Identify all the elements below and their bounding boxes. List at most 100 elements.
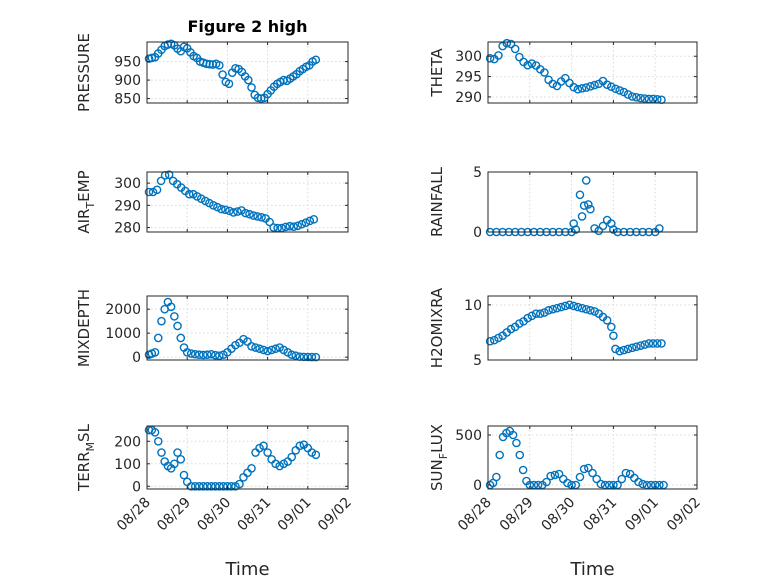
data-point xyxy=(495,450,505,460)
data-point xyxy=(157,448,166,457)
data-point xyxy=(209,201,218,210)
y-tick-label: 850 xyxy=(114,92,141,108)
data-point xyxy=(244,75,253,85)
data-point xyxy=(515,319,524,328)
y-tick-label: 300 xyxy=(114,176,141,192)
data-point xyxy=(523,313,533,323)
data-point xyxy=(152,185,162,195)
data-point xyxy=(506,324,516,334)
data-point xyxy=(202,59,211,69)
y-tick-label: 300 xyxy=(455,49,482,65)
data-point xyxy=(293,221,303,231)
x-tick-label: 08/31 xyxy=(580,495,620,535)
data-point xyxy=(311,352,321,362)
data-point xyxy=(233,207,242,216)
data-point xyxy=(221,205,230,215)
data-point xyxy=(561,73,570,83)
data-point xyxy=(594,226,604,236)
x-tick-label: 09/01 xyxy=(275,495,315,535)
data-point xyxy=(627,343,637,353)
data-point xyxy=(609,331,618,341)
data-point xyxy=(607,322,616,332)
y-tick-label: 900 xyxy=(114,73,141,89)
data-point xyxy=(207,481,216,491)
data-point xyxy=(202,481,212,491)
data-point xyxy=(213,202,222,212)
x-tick-label: 08/31 xyxy=(235,495,275,535)
data-point xyxy=(619,345,629,355)
data-point xyxy=(164,170,174,179)
data-point xyxy=(561,301,570,311)
data-point xyxy=(153,333,163,343)
data-point xyxy=(247,342,256,351)
data-point xyxy=(571,225,581,234)
data-point xyxy=(223,481,232,491)
axes-box xyxy=(146,425,349,490)
data-point xyxy=(281,222,290,232)
data-point xyxy=(577,303,587,313)
data-point xyxy=(569,301,578,311)
data-point xyxy=(554,469,564,479)
data-point xyxy=(540,308,549,317)
data-point xyxy=(291,445,301,455)
data-point xyxy=(563,478,572,488)
data-point xyxy=(630,473,639,483)
data-point xyxy=(623,344,633,354)
data-point xyxy=(173,321,182,331)
data-point xyxy=(170,459,179,469)
data-point xyxy=(596,479,606,489)
y-axis-label: TERRMSL xyxy=(75,423,97,492)
data-point xyxy=(550,470,560,480)
axes-box xyxy=(146,295,349,361)
data-point xyxy=(518,465,528,475)
y-axis-label: MIXDEPTH xyxy=(75,289,93,367)
data-point xyxy=(485,53,495,63)
data-point xyxy=(176,333,186,343)
data-point xyxy=(611,84,620,94)
panel-h2omixra: 5 10 H2OMIXRA xyxy=(428,287,698,369)
data-point xyxy=(615,346,624,356)
data-point xyxy=(619,87,629,97)
data-point xyxy=(205,59,215,69)
data-point xyxy=(590,307,599,316)
data-point xyxy=(609,225,618,234)
data-point xyxy=(581,304,591,314)
data-point xyxy=(247,463,256,473)
grid xyxy=(488,296,697,361)
data-point xyxy=(546,471,556,481)
x-tick-label: 09/02 xyxy=(664,495,704,535)
data-point xyxy=(255,344,264,354)
x-tick-label: 09/01 xyxy=(622,495,662,535)
data-point xyxy=(542,477,551,487)
data-point xyxy=(301,218,311,227)
data-point xyxy=(527,311,537,321)
grid xyxy=(147,42,348,103)
data-point xyxy=(652,339,662,348)
data-point xyxy=(184,189,194,199)
data-point xyxy=(194,350,204,360)
panel-rainfall: 0 5 RAINFALL xyxy=(428,165,698,241)
panel-theta: 290 295 300 THETA xyxy=(428,38,698,106)
data-point xyxy=(569,82,578,92)
data-point xyxy=(166,302,176,312)
y-tick-label: 200 xyxy=(114,434,141,450)
data-point xyxy=(271,344,280,354)
x-tick-label: 08/30 xyxy=(539,495,579,535)
y-tick-label: 295 xyxy=(455,70,482,86)
data-point xyxy=(251,343,260,352)
data-point xyxy=(194,481,204,491)
y-axis-label: AIRTEMP xyxy=(75,170,97,233)
data-point xyxy=(156,176,166,186)
data-point xyxy=(632,93,641,102)
data-point xyxy=(586,204,595,214)
data-point xyxy=(311,450,321,460)
data-point xyxy=(257,213,266,222)
panel-mixdepth: 0 1000 2000 MIXDEPTH xyxy=(75,289,349,367)
data-point xyxy=(548,79,558,89)
y-tick-label: 0 xyxy=(132,479,141,495)
data-point xyxy=(176,454,186,464)
data-point xyxy=(502,38,512,48)
data-point xyxy=(182,348,192,357)
data-point xyxy=(249,211,258,220)
data-point xyxy=(581,176,591,185)
